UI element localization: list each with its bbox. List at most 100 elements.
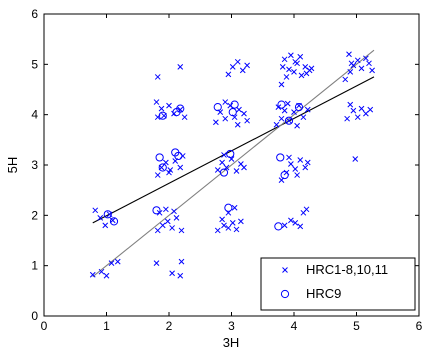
point-hrc1-8-10-11 [354,114,361,121]
marker-stroke [279,63,286,70]
point-hrc1-8-10-11 [278,115,285,122]
marker-stroke [286,117,292,124]
marker-stroke [292,220,299,226]
x-tick-label: 3 [228,319,235,333]
point-hrc1-8-10-11 [222,115,229,122]
legend-label-hrc1: HRC1-8,10,11 [306,262,388,277]
marker-stroke [163,206,169,213]
marker-stroke [304,106,311,113]
marker-stroke [292,166,299,172]
point-hrc1-8-10-11 [221,152,227,158]
marker-stroke [154,74,161,80]
marker-stroke [344,115,350,122]
point-hrc1-8-10-11 [214,227,221,234]
marker-stroke [166,102,172,109]
marker-stroke [297,223,304,230]
x-axis-ticks: 0 1 2 3 4 5 6 [41,14,423,333]
marker-stroke [363,110,369,117]
point-hrc1-8-10-11 [294,172,300,178]
point-hrc1-8-10-11 [153,99,160,105]
marker-stroke [98,268,105,275]
marker-stroke [294,122,300,129]
point-hrc1-8-10-11 [346,51,352,58]
x-tick-label: 4 [291,319,298,333]
point-hrc9 [274,222,283,231]
legend: HRC1-8,10,11 HRC9 [260,257,416,311]
marker-stroke [103,272,110,279]
point-hrc1-8-10-11 [102,222,109,229]
marker-stroke [109,217,116,224]
point-hrc1-8-10-11 [154,74,161,80]
point-hrc1-8-10-11 [177,272,184,279]
point-hrc1-8-10-11 [278,81,285,88]
point-hrc1-8-10-11 [231,204,238,211]
point-hrc1-8-10-11 [177,164,184,171]
marker-stroke [300,114,307,121]
marker-stroke [177,164,184,171]
marker-stroke [222,99,229,105]
marker-stroke [363,55,369,62]
marker-stroke [171,110,177,117]
y-tick-label: 1 [31,259,38,273]
marker-stroke [92,207,99,214]
point-hrc1-8-10-11 [281,222,288,229]
marker-stroke [278,81,285,88]
point-hrc1-8-10-11 [89,271,96,278]
point-hrc1-8-10-11 [159,222,166,229]
marker-stroke [308,65,315,72]
marker-stroke [297,157,304,163]
point-hrc1-8-10-11 [286,154,292,161]
point-hrc1-8-10-11 [233,226,240,233]
marker-stroke [178,258,185,265]
point-hrc1-8-10-11 [302,63,309,70]
point-hrc1-8-10-11 [214,167,221,173]
point-hrc1-8-10-11 [244,62,250,69]
y-tick-label: 3 [31,158,38,172]
point-hrc1-8-10-11 [114,258,121,265]
point-hrc1-8-10-11 [292,58,299,65]
point-hrc1-8-10-11 [298,72,305,79]
marker-stroke [158,105,165,112]
point-hrc1-8-10-11 [178,258,185,265]
marker-stroke [233,226,240,233]
point-hrc9 [155,153,164,162]
point-hrc1-8-10-11 [177,63,184,70]
point-hrc1-8-10-11 [181,114,188,121]
point-hrc1-8-10-11 [229,220,236,226]
point-hrc1-8-10-11 [342,76,349,83]
marker-stroke [241,164,247,171]
point-hrc1-8-10-11 [363,55,369,62]
point-hrc1-8-10-11 [358,65,365,72]
point-hrc1-8-10-11 [288,161,294,167]
point-hrc1-8-10-11 [234,121,241,128]
point-hrc9 [174,151,183,161]
point-hrc1-8-10-11 [292,220,299,226]
point-hrc1-8-10-11 [302,164,309,171]
point-hrc1-8-10-11 [241,164,247,171]
marker-stroke [281,56,288,63]
point-hrc1-8-10-11 [158,105,165,112]
point-hrc1-8-10-11 [367,106,374,113]
marker-stroke [350,107,357,114]
point-hrc1-8-10-11 [166,102,172,109]
marker-stroke [352,156,359,162]
point-hrc1-8-10-11 [297,157,304,163]
point-hrc1-8-10-11 [292,166,299,172]
point-hrc1-8-10-11 [304,106,311,113]
marker-stroke [347,101,354,108]
marker-stroke [214,227,221,234]
marker-stroke [179,153,186,159]
point-hrc1-8-10-11 [303,70,310,77]
point-hrc1-8-10-11 [288,52,294,59]
marker-stroke [354,114,361,121]
marker-stroke [171,208,177,215]
fit-line-0 [92,76,375,224]
point-hrc1-8-10-11 [291,69,297,75]
point-hrc1-8-10-11 [103,272,110,279]
point-hrc1-8-10-11 [344,115,350,122]
y-tick-label: 5 [31,57,38,71]
point-hrc9 [219,168,229,177]
x-tick-label: 6 [416,319,423,333]
marker-stroke [281,222,288,229]
